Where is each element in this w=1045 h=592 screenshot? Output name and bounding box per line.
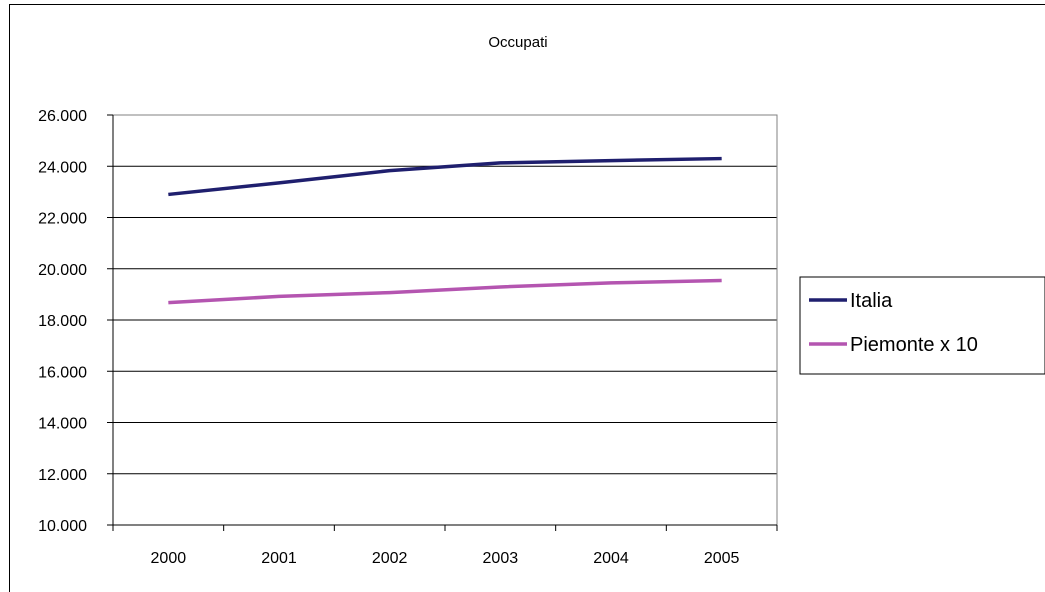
y-tick-label: 10.000 xyxy=(38,518,87,535)
y-tick-label: 20.000 xyxy=(38,262,87,279)
y-tick-label: 22.000 xyxy=(38,211,87,228)
x-tick-label: 2001 xyxy=(261,550,297,567)
x-tick-label: 2004 xyxy=(593,550,629,567)
chart-title: Occupati xyxy=(488,34,547,51)
y-tick-label: 24.000 xyxy=(38,159,87,176)
x-tick-label: 2002 xyxy=(372,550,408,567)
y-axis-ticks: 10.000 12.000 14.000 16.000 18.000 20.000 22.0… xyxy=(38,108,113,535)
chart-frame xyxy=(9,4,1045,592)
series-line-0 xyxy=(168,156,722,197)
y-tick-label: 16.000 xyxy=(38,364,87,381)
legend-label: Italia xyxy=(850,290,893,312)
x-tick-label: 2000 xyxy=(151,550,187,567)
series-lines xyxy=(168,156,722,305)
gridlines xyxy=(113,165,777,475)
series-line-1 xyxy=(168,278,722,305)
y-tick-label: 14.000 xyxy=(38,416,87,433)
legend-box xyxy=(799,276,1045,375)
legend-label: Piemonte x 10 xyxy=(850,334,978,356)
y-tick-label: 18.000 xyxy=(38,313,87,330)
y-tick-label: 12.000 xyxy=(38,467,87,484)
legend: Italia Piemonte x 10 xyxy=(799,276,1045,375)
x-axis-ticks: 2000 2001 2002 2003 2004 2005 xyxy=(112,525,778,567)
x-tick-label: 2005 xyxy=(704,550,740,567)
x-tick-label: 2003 xyxy=(483,550,519,567)
y-tick-label: 26.000 xyxy=(38,108,87,125)
